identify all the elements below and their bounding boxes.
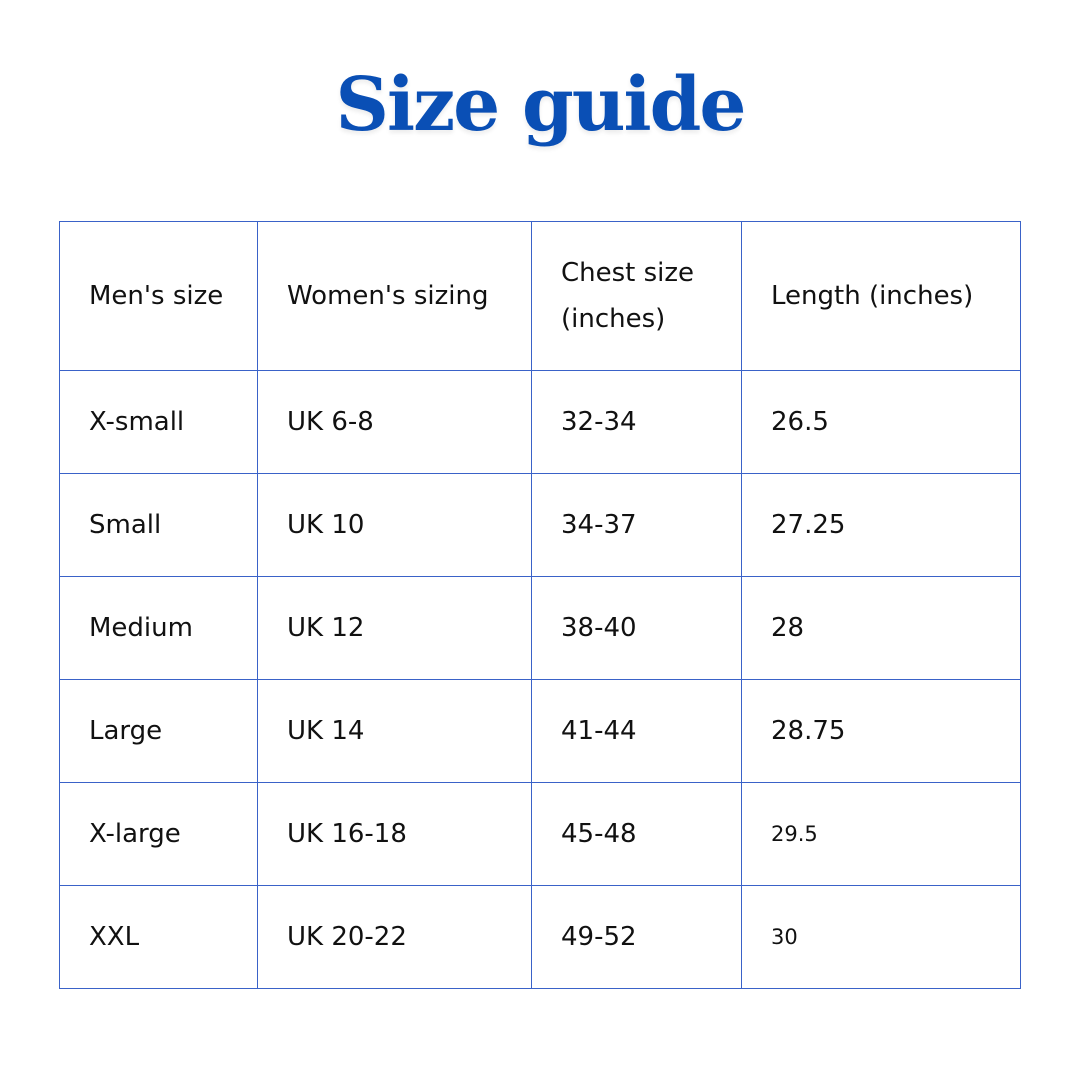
header-mens-size: Men's size xyxy=(59,221,258,371)
table-row: Small UK 10 34-37 27.25 xyxy=(59,473,1021,577)
page-title: Size guide xyxy=(335,62,747,148)
cell-chest-size: 34-37 xyxy=(531,473,742,577)
header-chest-size: Chest size (inches) xyxy=(531,221,742,371)
cell-chest-size: 38-40 xyxy=(531,576,742,680)
cell-womens-sizing: UK 14 xyxy=(257,679,532,783)
cell-length: 28 xyxy=(741,576,1021,680)
size-table: Men's size Women's sizing Chest size (inch… xyxy=(59,221,1021,989)
cell-chest-size: 49-52 xyxy=(531,885,742,989)
cell-mens-size: Medium xyxy=(59,576,258,680)
table-row: Large UK 14 41-44 28.75 xyxy=(59,679,1021,783)
cell-chest-size: 41-44 xyxy=(531,679,742,783)
cell-womens-sizing: UK 6-8 xyxy=(257,370,532,474)
table-row: X-large UK 16-18 45-48 29.5 xyxy=(59,782,1021,886)
cell-length: 28.75 xyxy=(741,679,1021,783)
cell-womens-sizing: UK 16-18 xyxy=(257,782,532,886)
header-length: Length (inches) xyxy=(741,221,1021,371)
cell-mens-size: XXL xyxy=(59,885,258,989)
cell-chest-size: 45-48 xyxy=(531,782,742,886)
cell-mens-size: Small xyxy=(59,473,258,577)
table-row: Medium UK 12 38-40 28 xyxy=(59,576,1021,680)
cell-length: 30 xyxy=(741,885,1021,989)
cell-chest-size: 32-34 xyxy=(531,370,742,474)
header-row: Men's size Women's sizing Chest size (inch… xyxy=(59,221,1021,371)
cell-womens-sizing: UK 20-22 xyxy=(257,885,532,989)
header-womens-sizing: Women's sizing xyxy=(257,221,532,371)
cell-womens-sizing: UK 12 xyxy=(257,576,532,680)
cell-mens-size: Large xyxy=(59,679,258,783)
table-row: XXL UK 20-22 49-52 30 xyxy=(59,885,1021,989)
cell-length: 26.5 xyxy=(741,370,1021,474)
cell-womens-sizing: UK 10 xyxy=(257,473,532,577)
cell-length: 27.25 xyxy=(741,473,1021,577)
cell-mens-size: X-large xyxy=(59,782,258,886)
cell-mens-size: X-small xyxy=(59,370,258,474)
cell-length: 29.5 xyxy=(741,782,1021,886)
table-row: X-small UK 6-8 32-34 26.5 xyxy=(59,370,1021,474)
